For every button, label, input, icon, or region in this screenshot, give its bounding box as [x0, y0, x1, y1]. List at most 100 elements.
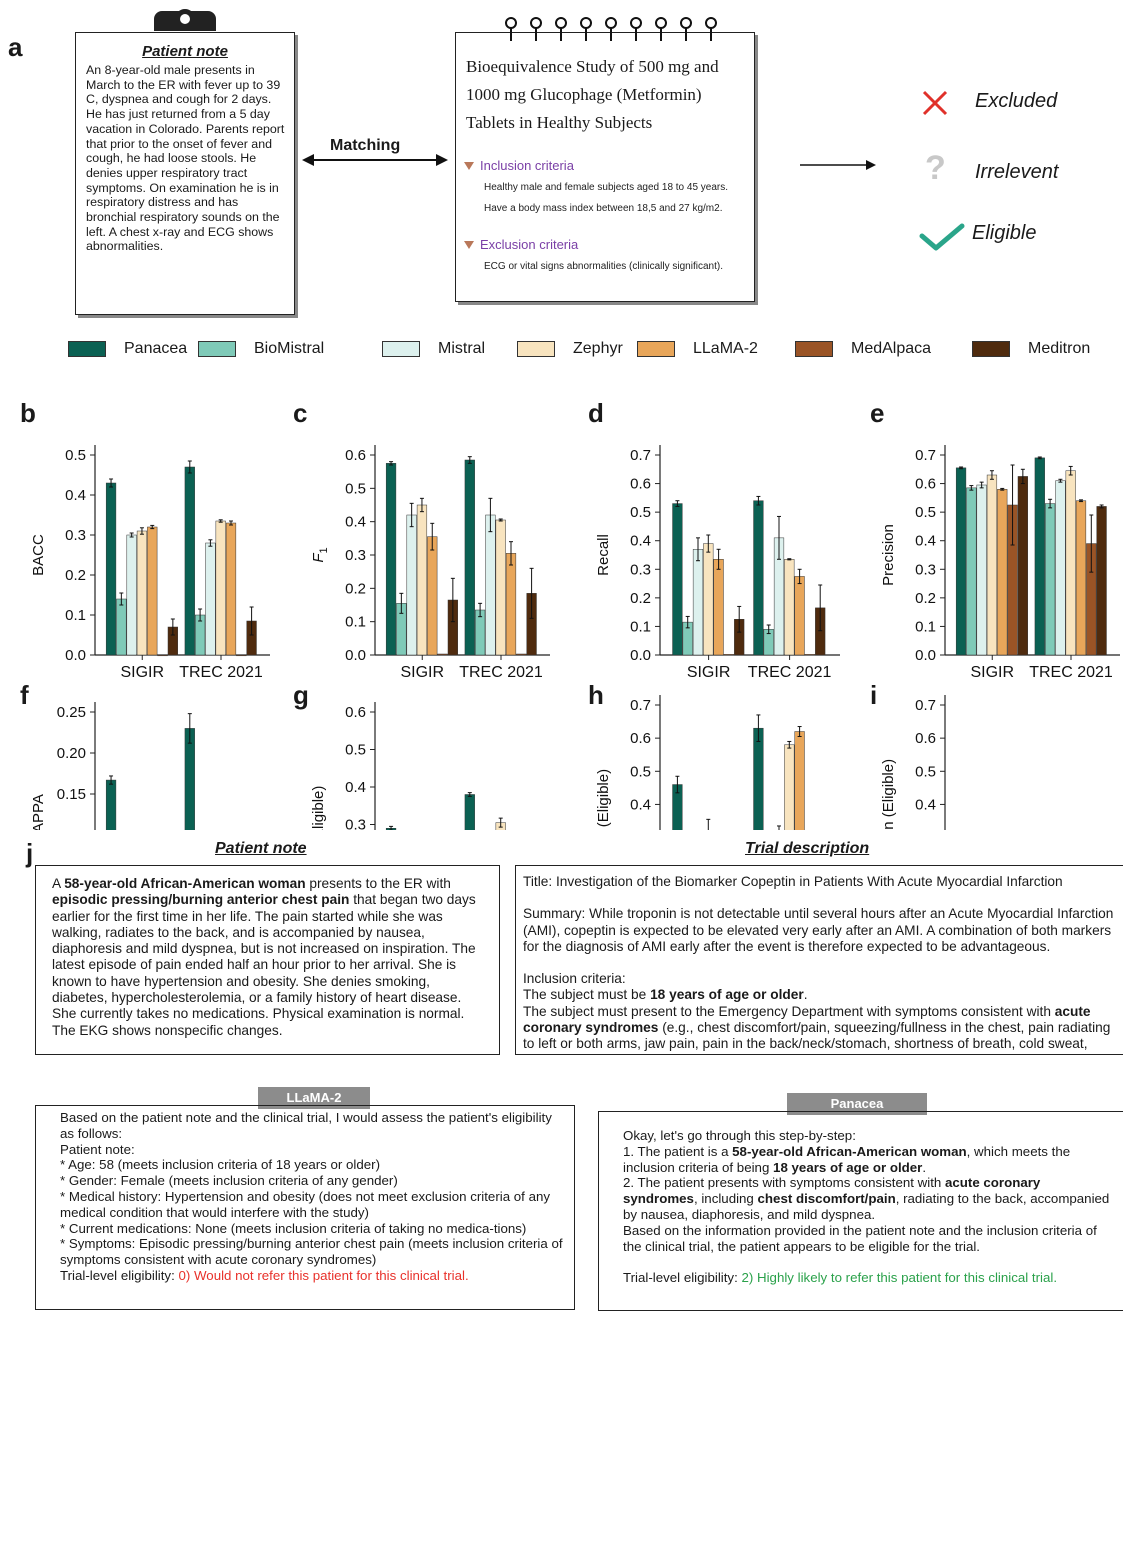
bar: [1096, 506, 1107, 656]
y-tick-label: 0.7: [915, 697, 936, 714]
llama-line: Patient note:: [60, 1141, 135, 1157]
bar: [966, 487, 977, 656]
y-tick-label: 0.4: [345, 779, 366, 796]
legend-item: BioMistral: [198, 340, 324, 358]
bar: [997, 489, 1008, 656]
y-tick-label: 0.4: [915, 533, 936, 550]
y-tick-label: 0.2: [915, 590, 936, 607]
bar: [437, 653, 448, 656]
x-tick-label: TREC 2021: [1029, 664, 1113, 681]
j-patient-note-seg: A: [52, 876, 65, 891]
x-tick-label: TREC 2021: [179, 664, 263, 681]
bar: [205, 542, 216, 656]
y-tick-label: 0.2: [345, 580, 366, 597]
inclusion-item: Have a body mass index between 18,5 and …: [484, 203, 723, 214]
bar: [784, 559, 795, 656]
panacea-step1: 1. The patient is a 58-year-old African-…: [623, 1143, 1071, 1175]
bar: [1075, 500, 1087, 656]
legend-swatch: [517, 341, 555, 357]
j-trial-box: Title: Investigation of the Biomarker Co…: [515, 865, 1123, 1055]
panel-label-g: g: [293, 680, 309, 710]
bar: [406, 514, 417, 656]
y-tick-label: 0.3: [345, 817, 366, 831]
bar: [713, 559, 724, 656]
y-tick-label: 0.5: [630, 763, 651, 780]
bar: [105, 482, 117, 656]
x-tick-label: SIGIR: [687, 664, 731, 681]
y-tick-label: 0.6: [630, 476, 651, 493]
y-tick-label: 0.1: [65, 607, 86, 624]
y-tick-label: 0.5: [630, 504, 651, 521]
bar: [986, 474, 998, 656]
bar: [955, 467, 967, 656]
y-tick-label: 0.0: [915, 647, 936, 664]
y-tick-label: 0.3: [915, 561, 936, 578]
bar: [157, 654, 168, 657]
x-tick-label: SIGIR: [970, 664, 1014, 681]
legend-item: LLaMA-2: [637, 340, 758, 358]
j-inclusion-header: Inclusion criteria:: [523, 971, 626, 987]
y-tick-label: 0.7: [630, 697, 651, 714]
legend-item: MedAlpaca: [795, 340, 931, 358]
panel-label-i: i: [870, 680, 878, 710]
outcome-irrelevent: Irrelevent: [975, 161, 1059, 183]
llama-tag: LLaMA-2: [258, 1087, 370, 1109]
y-tick-label: 0.0: [630, 647, 651, 664]
check-icon: [919, 223, 965, 251]
llama-line: * Medical history: Hypertension and obes…: [60, 1188, 551, 1220]
y-axis-label: Precision: [880, 524, 897, 586]
legend-swatch: [68, 341, 106, 357]
y-tick-label: 0.20: [57, 745, 86, 762]
y-axis-label: Recall: [595, 534, 612, 576]
y-tick-label: 0.2: [65, 567, 86, 584]
y-tick-label: 0.4: [630, 796, 651, 813]
panacea-verdict-value: 2) Highly likely to refer this patient f…: [741, 1270, 1058, 1286]
bar: [1055, 480, 1066, 656]
llama-line: * Gender: Female (meets inclusion criter…: [60, 1173, 398, 1189]
y-tick-label: 0.25: [57, 704, 86, 721]
bar: [126, 534, 137, 656]
bar: [385, 463, 397, 656]
x-tick-label: TREC 2021: [459, 664, 543, 681]
panel-label-h: h: [588, 680, 604, 710]
y-tick-label: 0.7: [630, 447, 651, 464]
panacea-verdict: Trial-level eligibility: 2) Highly likel…: [623, 1270, 1058, 1286]
bar: [753, 500, 764, 656]
y-tick-label: 0.6: [345, 704, 366, 721]
triangle-icon: [464, 240, 474, 249]
bar: [225, 522, 237, 656]
bar: [1017, 476, 1028, 656]
bar: [723, 654, 734, 656]
legend-item: Panacea: [68, 340, 187, 358]
triangle-icon: [464, 161, 474, 170]
legend-swatch: [382, 341, 420, 357]
question-icon: ?: [925, 149, 946, 187]
bar: [516, 653, 527, 656]
legend-item: Zephyr: [517, 340, 623, 358]
panel-label-j: j: [26, 838, 34, 868]
y-axis-label: F1: [310, 547, 330, 562]
y-tick-label: 0.1: [915, 618, 936, 635]
j-inclusion-1: The subject must be 18 years of age or o…: [523, 987, 808, 1003]
bar: [427, 536, 438, 656]
trial-title: Bioequivalence Study of 500 mg and 1000 …: [466, 57, 719, 132]
j-patient-note-title: Patient note: [215, 840, 307, 857]
clip-icon: [154, 9, 216, 31]
j-trial-title-line: Title: Investigation of the Biomarker Co…: [523, 874, 1063, 889]
y-tick-label: 0.5: [345, 480, 366, 497]
bar: [147, 526, 158, 656]
y-tick-label: 0.5: [915, 763, 936, 780]
y-tick-label: 0.6: [345, 447, 366, 464]
legend-swatch: [198, 341, 236, 357]
bar: [1034, 457, 1045, 656]
charts-svg: 0.0 0.1 0.2 0.3 0.4 0.5 BACC SIGIR TREC 2021 0.0 0…: [30, 445, 1120, 831]
patient-note-text: An 8-year-old male presents in March to …: [86, 63, 285, 254]
y-axis-label: Precision (Eligible): [880, 759, 897, 830]
trial-card: Bioequivalence Study of 500 mg and 1000 …: [455, 17, 755, 302]
panacea-tag: Panacea: [787, 1093, 927, 1115]
bar: [464, 459, 475, 656]
bar: [184, 466, 195, 656]
bar: [794, 576, 805, 656]
bar: [784, 744, 795, 830]
bar: [215, 520, 226, 656]
